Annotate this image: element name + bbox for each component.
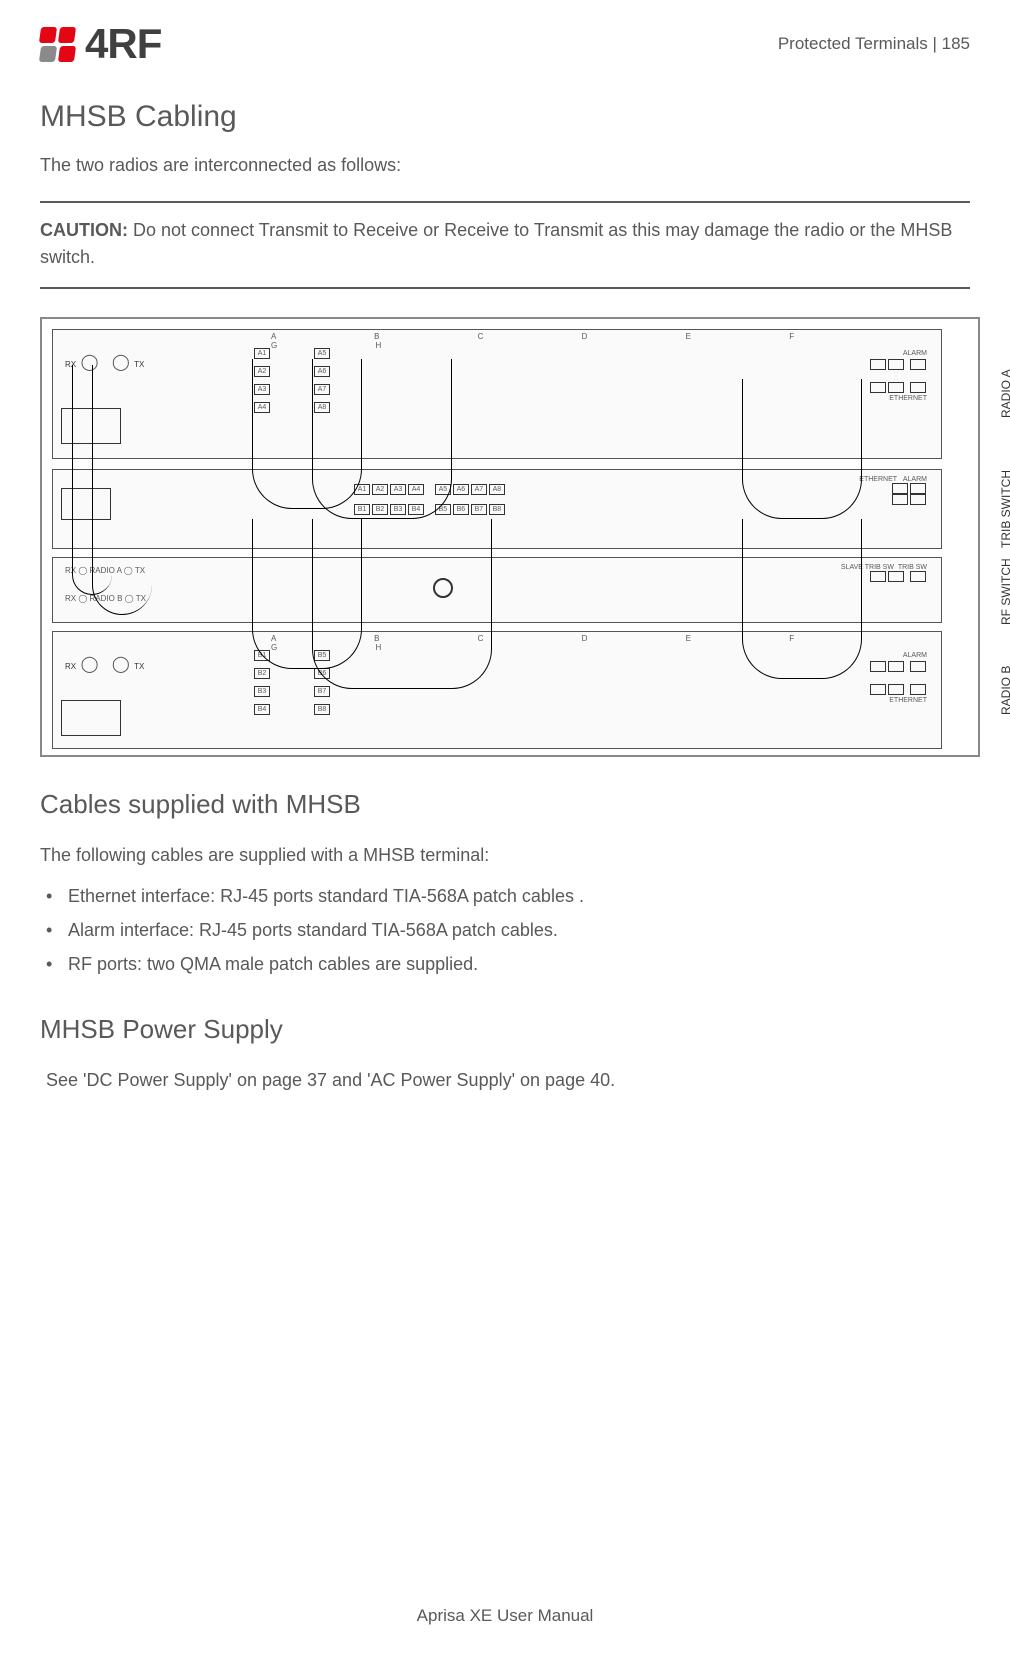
- cable-icon: [742, 379, 862, 519]
- trib-right: ETHERNET ALARM: [859, 476, 927, 505]
- caution-body: Do not connect Transmit to Receive or Re…: [40, 220, 952, 267]
- heading-cables-supplied: Cables supplied with MHSB: [40, 789, 970, 820]
- page-root: 4RF Protected Terminals | 185 MHSB Cabli…: [0, 0, 1010, 1656]
- cable-icon: [92, 365, 152, 615]
- mhsb-cabling-intro: The two radios are interconnected as fol…: [40, 152, 970, 179]
- cable-icon: [742, 519, 862, 679]
- header-page-number: 185: [942, 34, 970, 53]
- cables-supplied-intro: The following cables are supplied with a…: [40, 842, 970, 869]
- radio-b-right: ALARM ETHERNET: [869, 650, 927, 706]
- side-label-radio-a: RADIO A: [995, 329, 1010, 459]
- logo-tile-4: [58, 46, 76, 62]
- main-content: MHSB Cabling The two radios are intercon…: [40, 70, 970, 1094]
- power-supply-text: See 'DC Power Supply' on page 37 and 'AC…: [40, 1067, 970, 1094]
- logo-text: 4RF: [85, 20, 161, 68]
- side-label-radio-b: RADIO B: [995, 631, 1010, 749]
- list-item: Alarm interface: RJ-45 ports standard TI…: [40, 913, 970, 947]
- logo-tile-2: [58, 27, 76, 43]
- logo-tile-1: [39, 27, 57, 43]
- logo-mark-icon: [40, 27, 75, 62]
- caution-text: CAUTION: Do not connect Transmit to Rece…: [40, 217, 970, 271]
- heading-power-supply: MHSB Power Supply: [40, 1014, 970, 1045]
- cabling-diagram: RADIO A TRIB SWITCH RF SWITCH RADIO B RX…: [40, 317, 980, 757]
- page-header: 4RF Protected Terminals | 185: [40, 0, 970, 70]
- header-sep: |: [928, 34, 942, 53]
- cable-icon: [312, 519, 492, 689]
- caution-block: CAUTION: Do not connect Transmit to Rece…: [40, 201, 970, 289]
- col-headers-a: A B C D E F G H: [271, 332, 941, 350]
- side-label-trib: TRIB SWITCH: [995, 469, 1010, 549]
- radio-a-right: ALARM ETHERNET: [869, 348, 927, 404]
- side-label-rf: RF SWITCH: [995, 557, 1010, 627]
- cable-icon: [312, 359, 452, 519]
- list-item: Ethernet interface: RJ-45 ports standard…: [40, 879, 970, 913]
- page-footer: Aprisa XE User Manual: [0, 1606, 1010, 1626]
- list-item: RF ports: two QMA male patch cables are …: [40, 947, 970, 981]
- cables-supplied-list: Ethernet interface: RJ-45 ports standard…: [40, 879, 970, 982]
- header-right: Protected Terminals | 185: [778, 34, 970, 54]
- logo-tile-3: [39, 46, 57, 62]
- power-socket-icon: [61, 700, 121, 736]
- logo: 4RF: [40, 20, 161, 68]
- header-section: Protected Terminals: [778, 34, 928, 53]
- heading-mhsb-cabling: MHSB Cabling: [40, 100, 970, 134]
- caution-label: CAUTION:: [40, 220, 128, 240]
